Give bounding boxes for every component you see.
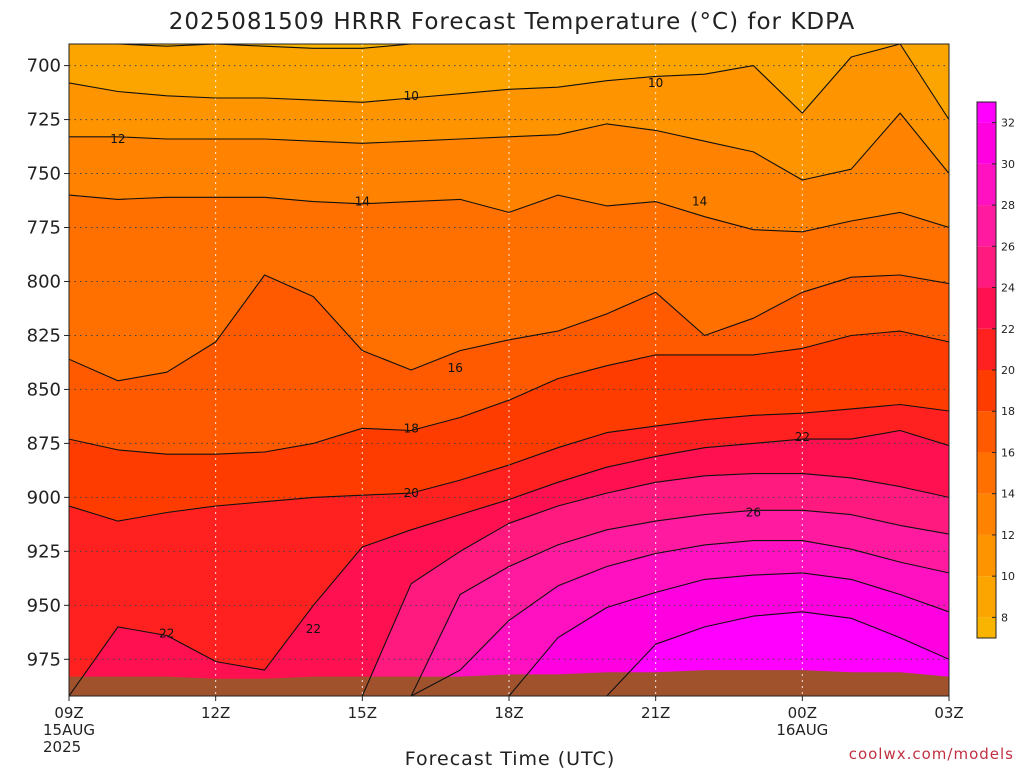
y-tick-label: 900 [27,487,61,508]
temperature-band [69,275,949,455]
isotherm-line [69,429,949,696]
temperature-band [69,113,949,232]
contour-label: 22 [159,626,174,640]
ground-area [69,670,949,696]
isotherm-line [69,509,949,696]
colorbar-tick-label: 26 [1001,240,1015,253]
colorbar-tick-label: 8 [1001,611,1008,624]
temperature-band [69,404,949,696]
colorbar-tick-label: 30 [1001,158,1015,171]
x-tick-label: 09Z [54,704,83,722]
colorbar-swatch [977,617,996,638]
y-tick-label: 750 [27,164,61,185]
y-tick-label: 850 [27,379,61,400]
colorbar-swatch [977,205,996,247]
y-tick-label: 875 [27,433,61,454]
x-tick-label: 03Z [934,704,963,722]
x-tick-label: 16AUG [776,721,828,739]
temperature-band [69,331,949,522]
temperature-band [69,572,949,696]
y-tick-label: 775 [27,218,61,239]
isotherm-line [69,403,949,522]
y-tick-label: 925 [27,541,61,562]
colorbar-tick-label: 24 [1001,282,1015,295]
contour-label: 26 [746,505,761,519]
temperature-band [69,473,949,696]
contour-label: 14 [692,195,707,209]
y-tick-label: 975 [27,649,61,670]
isotherm-line [69,540,949,696]
x-axis-label: Forecast Time (UTC) [405,748,615,768]
contour-label: 16 [448,361,463,375]
colorbar-swatch [977,411,996,453]
y-tick-label: 800 [27,271,61,292]
contour-labels: 10 10 12 14 14 16 18 20 22 22 22 26 [110,76,810,641]
colorbar-tick-label: 14 [1001,488,1015,501]
colorbar-swatch [977,534,996,577]
isotherm-line [69,194,949,233]
isotherm-line [69,330,949,455]
contour-label: 22 [795,430,810,444]
y-tick-label: 700 [27,56,61,77]
colorbar-swatch [977,287,996,329]
contour-label: 10 [648,76,663,90]
isotherm-line [69,473,949,696]
isotherm-line [69,44,949,120]
colorbar-tick-label: 12 [1001,529,1015,542]
contour-label: 14 [355,195,370,209]
x-tick-label: 18Z [494,704,523,722]
y-tick-label: 725 [27,110,61,131]
contour-label: 18 [404,421,419,435]
colorbar-swatch [977,576,996,618]
y-axis: 700 725 750 775 800 825 850 875 900 925 950 975 [27,56,69,670]
isotherm-line [69,274,949,382]
colorbar-swatch [977,122,996,164]
chart-title: 2025081509 HRRR Forecast Temperature (°C… [169,9,856,35]
x-tick-label: 15AUG [43,721,95,739]
colorbar-tick-label: 32 [1001,117,1015,130]
colorbar-swatch [977,452,996,494]
x-tick-label: 00Z [788,704,817,722]
colorbar: 8 10 12 14 16 18 20 22 24 26 28 30 32 [976,101,1015,639]
x-tick-label: 12Z [201,704,230,722]
contour-label: 22 [306,622,321,636]
colorbar-tick-label: 18 [1001,405,1015,418]
x-tick-label: 21Z [641,704,670,722]
y-tick-label: 825 [27,325,61,346]
colorbar-tick-label: 22 [1001,323,1015,336]
colorbar-swatch [977,493,996,535]
y-tick-label: 950 [27,595,61,616]
temperature-band [69,195,949,381]
isotherm-line [69,112,949,181]
credit-text: coolwx.com/models [849,745,1014,763]
colorbar-swatch [977,246,996,288]
temperature-band [69,430,949,696]
isotherm-line [69,572,949,696]
colorbar-swatch [977,102,996,123]
contour-label: 12 [110,132,125,146]
colorbar-swatch [977,328,996,370]
temperature-band [69,540,949,696]
contour-label: 20 [404,486,419,500]
isotherm-line [69,611,949,696]
colorbar-tick-label: 10 [1001,570,1015,583]
contour-label: 10 [404,89,419,103]
colorbar-swatch [977,370,996,412]
isotherm-lines [69,44,949,696]
colorbar-tick-label: 16 [1001,446,1015,459]
ground-surface [69,670,949,696]
colorbar-swatch [977,163,996,206]
colorbar-tick-label: 28 [1001,199,1015,212]
grid-lines [68,44,950,696]
x-tick-label: 15Z [348,704,377,722]
colorbar-tick-label: 20 [1001,364,1015,377]
x-tick-label: 2025 [43,738,81,756]
